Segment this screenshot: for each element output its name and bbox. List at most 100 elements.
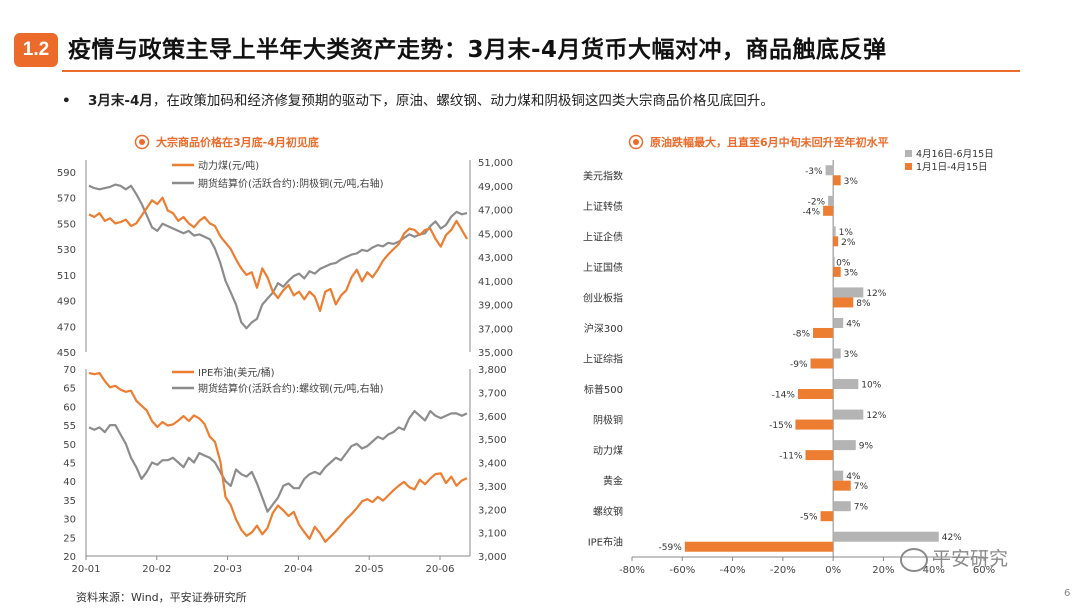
chart2-left-tick: 35	[63, 496, 76, 507]
chart3-bar	[833, 409, 864, 420]
chart3-data-label: -8%	[792, 329, 810, 339]
chart3-legend-swatch	[905, 163, 912, 170]
chart1-right-tick: 35,000	[478, 348, 513, 359]
chart1-left-tick: 470	[57, 322, 76, 333]
chart3-data-label: 9%	[859, 442, 874, 452]
chart3-data-label: 4%	[846, 472, 861, 482]
page-title: 疫情与政策主导上半年大类资产走势：3月末-4月货币大幅对冲，商品触底反弹	[68, 37, 887, 63]
chart3-bar	[833, 440, 856, 451]
chart3-title-icon-dot	[633, 139, 639, 145]
chart3-data-label: -4%	[803, 207, 821, 217]
chart3-data-label: 7%	[854, 503, 869, 513]
chart2-left-tick: 65	[63, 384, 76, 395]
chart3-x-tick: -80%	[619, 565, 645, 576]
chart3-data-label: -59%	[659, 543, 683, 553]
chart3-bar	[833, 256, 835, 267]
chart3-data-label: 3%	[844, 350, 859, 360]
chart3-title-icon	[628, 134, 644, 150]
chart3-category-label: 螺纹钢	[593, 505, 623, 518]
chart3-bar	[833, 175, 841, 186]
chart3-category-label: 上证转债	[583, 200, 623, 213]
chart3-data-label: 8%	[856, 299, 871, 309]
chart3-bar	[684, 541, 834, 552]
chart2-left-tick: 60	[63, 402, 76, 413]
chart3-bar	[833, 226, 836, 237]
chart3-category-label: 美元指数	[583, 169, 623, 182]
chart3-data-label: 2%	[841, 238, 856, 248]
chart3-bar	[810, 358, 834, 369]
chart3-data-label: -15%	[769, 421, 793, 431]
chart3-category-label: 上证综指	[583, 353, 623, 366]
chart3-data-label: 42%	[942, 533, 962, 543]
chart2-series-rebar	[88, 410, 468, 513]
chart1-title-icon-dot	[139, 139, 145, 145]
chart3-bar	[813, 327, 834, 338]
chart3-category-label: 动力煤	[593, 444, 623, 457]
chart3-data-label: -9%	[790, 360, 808, 370]
chart1-right-tick: 43,000	[478, 253, 513, 264]
chart1-left-tick: 590	[57, 168, 76, 179]
chart3-category-label: 上证国债	[583, 261, 623, 274]
chart1-series-copper	[88, 183, 468, 330]
chart2-right-tick: 3,500	[478, 435, 507, 446]
wechat-icon	[900, 547, 928, 572]
chart2-legend-label: 期货结算价(活跃合约):螺纹钢(元/吨,右轴)	[198, 382, 384, 395]
chart3-bar	[825, 165, 834, 176]
chart1-right-tick: 45,000	[478, 229, 513, 240]
chart3-bar	[833, 470, 844, 481]
chart2-left-tick: 20	[63, 552, 76, 563]
section-badge: 1.2	[14, 33, 58, 67]
chart3-bar	[820, 511, 834, 522]
chart3-bar	[797, 389, 834, 400]
chart1-left-tick: 490	[57, 297, 76, 308]
chart3-bar	[833, 297, 854, 308]
chart1-title-icon	[134, 134, 150, 150]
watermark-text: 平安研究	[932, 548, 1009, 570]
chart3-data-label: 3%	[844, 268, 859, 278]
chart3-bar	[833, 348, 841, 359]
chart1-right-tick: 51,000	[478, 158, 513, 169]
chart2-left-tick: 70	[63, 365, 76, 376]
chart1-right-tick: 49,000	[478, 182, 513, 193]
chart3-data-label: 10%	[861, 381, 881, 391]
chart1-left-tick: 450	[57, 348, 76, 359]
chart3-x-tick: 40%	[923, 565, 945, 576]
chart3-bar	[828, 195, 834, 206]
chart2-right-tick: 3,300	[478, 482, 507, 493]
source-note: 资料来源：Wind，平安证券研究所	[76, 591, 247, 604]
chart2-x-tick: 20-03	[213, 564, 242, 575]
chart3-title: 原油跌幅最大，且直至6月中旬未回升至年初水平	[650, 135, 889, 149]
chart2-series-brent	[88, 372, 468, 543]
page-number: 6	[1064, 588, 1071, 599]
chart3-category-label: 沪深300	[584, 322, 623, 335]
chart3-bar	[823, 205, 834, 216]
chart3-data-label: 1%	[839, 228, 854, 238]
chart3-data-label: -14%	[772, 391, 796, 401]
chart1-series-coal	[88, 196, 468, 312]
chart3-x-tick: -60%	[669, 565, 695, 576]
chart1-left-tick: 550	[57, 219, 76, 230]
chart3-legend-label: 1月1日-4月15日	[916, 162, 988, 173]
wechat-watermark: 平安研究	[900, 544, 1008, 572]
chart1-legend-label: 动力煤(元/吨)	[198, 159, 259, 172]
chart3-data-label: 4%	[846, 319, 861, 329]
chart3-bar	[833, 531, 939, 542]
chart1-right-tick: 39,000	[478, 301, 513, 312]
chart3-data-label: -3%	[805, 167, 823, 177]
chart2-right-tick: 3,400	[478, 459, 507, 470]
chart1-left-tick: 530	[57, 245, 76, 256]
chart1-right-tick: 47,000	[478, 206, 513, 217]
chart2-left-tick: 50	[63, 440, 76, 451]
chart3-category-label: 上证企债	[583, 230, 623, 243]
chart2-x-tick: 20-06	[425, 564, 454, 575]
chart3-bar	[805, 450, 834, 461]
bullet-lead: 3月末-4月	[88, 93, 153, 109]
chart2-x-tick: 20-05	[355, 564, 384, 575]
chart3-bar	[833, 379, 859, 390]
chart3-bar	[833, 317, 844, 328]
chart1-left-tick: 570	[57, 194, 76, 205]
chart2-right-tick: 3,700	[478, 388, 507, 399]
chart3-data-label: -11%	[779, 452, 803, 462]
chart2-right-tick: 3,800	[478, 365, 507, 376]
